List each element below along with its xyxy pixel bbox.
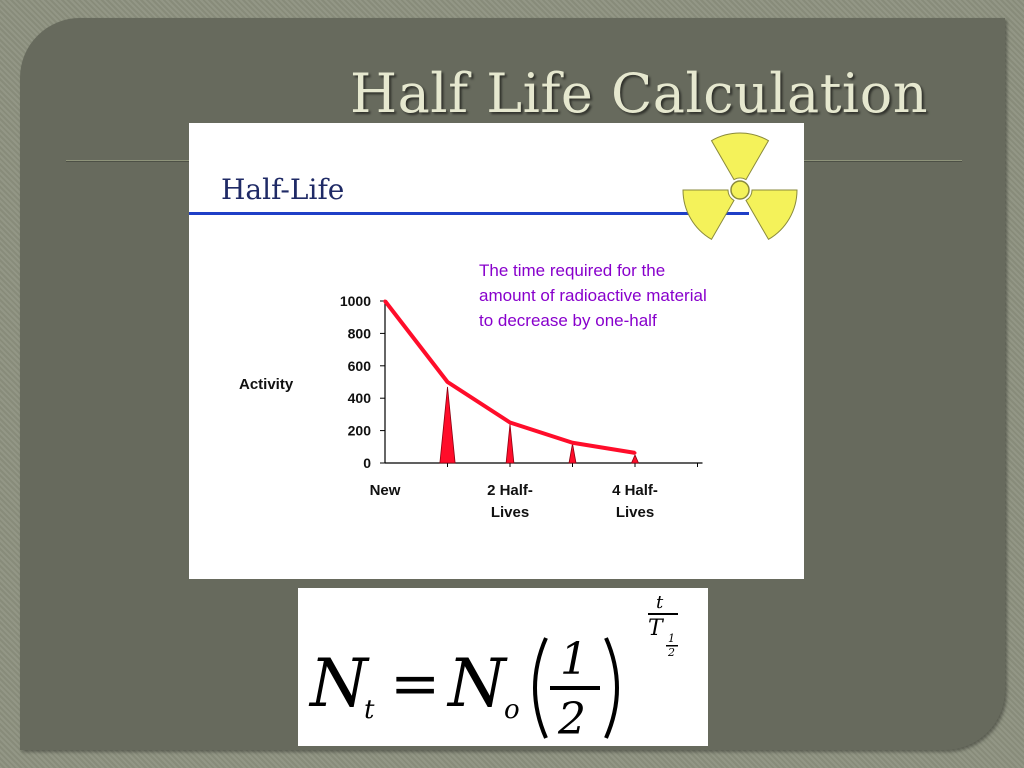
decay-spike: [630, 453, 640, 464]
description-line: The time required for the: [479, 261, 665, 280]
formula-fraction-numerator: 1: [560, 634, 588, 685]
x-tick-label: 4 Half-: [612, 482, 658, 499]
x-tick-label: Lives: [616, 504, 654, 521]
exponent-fraction-bar: [648, 613, 678, 615]
exponent-sub-denominator: 2: [667, 646, 675, 659]
decay-point: [508, 421, 512, 424]
formula-equals: =: [390, 649, 440, 719]
formula-fraction-denominator: 2: [557, 694, 586, 745]
formula-fraction-bar: [550, 686, 600, 690]
x-tick-label: Lives: [491, 504, 529, 521]
exponent-denominator-symbol: T: [648, 616, 665, 641]
half-life-formula: N t = N o 1 2 t T 1 2: [298, 588, 708, 746]
half-life-chart-card: Half-Life The time required for the amou…: [189, 123, 804, 579]
formula-lhs-symbol: N: [308, 645, 370, 722]
exponent-numerator: t: [656, 592, 664, 613]
formula-left-paren: [533, 637, 548, 739]
decay-spike: [568, 443, 577, 464]
heading-underline: [189, 212, 749, 215]
hazard-center: [730, 180, 750, 200]
hazard-blade: [745, 189, 798, 241]
decay-point: [571, 441, 574, 445]
plot-area: 0 200 400 600 800 1000 New 2 Half- Lives 4 Half- L…: [340, 293, 703, 521]
y-tick-label: 200: [348, 423, 372, 439]
formula-rhs-subscript: o: [504, 695, 520, 725]
half-life-chart: Half-Life The time required for the amou…: [189, 132, 798, 521]
radiation-hazard-icon: [682, 132, 798, 241]
x-tick-label: New: [370, 482, 401, 499]
decay-spike: [439, 386, 456, 464]
y-axis-label: Activity: [239, 376, 294, 393]
description-line: amount of radioactive material: [479, 286, 707, 305]
formula-graphic: N t = N o 1 2 t T 1 2: [308, 592, 678, 745]
decay-spike: [505, 424, 515, 464]
chart-description: The time required for the amount of radi…: [479, 261, 707, 330]
hazard-blade: [682, 189, 735, 241]
y-tick-label: 1000: [340, 293, 371, 309]
y-tick-label: 0: [363, 455, 371, 471]
exponent-sub-bar: [666, 645, 678, 647]
y-tick-label: 800: [348, 325, 372, 341]
decay-point: [446, 380, 449, 384]
slide-title: Half Life Calculation: [350, 62, 928, 125]
formula-rhs-symbol: N: [446, 645, 508, 722]
formula-lhs-subscript: t: [364, 695, 375, 725]
x-tick-label: 2 Half-: [487, 482, 533, 499]
chart-heading: Half-Life: [221, 173, 344, 206]
formula-right-paren: [604, 637, 619, 739]
y-tick-label: 400: [348, 390, 372, 406]
y-tick-label: 600: [348, 358, 372, 374]
hazard-blade: [710, 132, 770, 181]
decay-point: [383, 299, 387, 303]
exponent-sub-numerator: 1: [668, 632, 675, 645]
description-line: to decrease by one-half: [479, 311, 657, 330]
decay-point: [633, 451, 637, 455]
